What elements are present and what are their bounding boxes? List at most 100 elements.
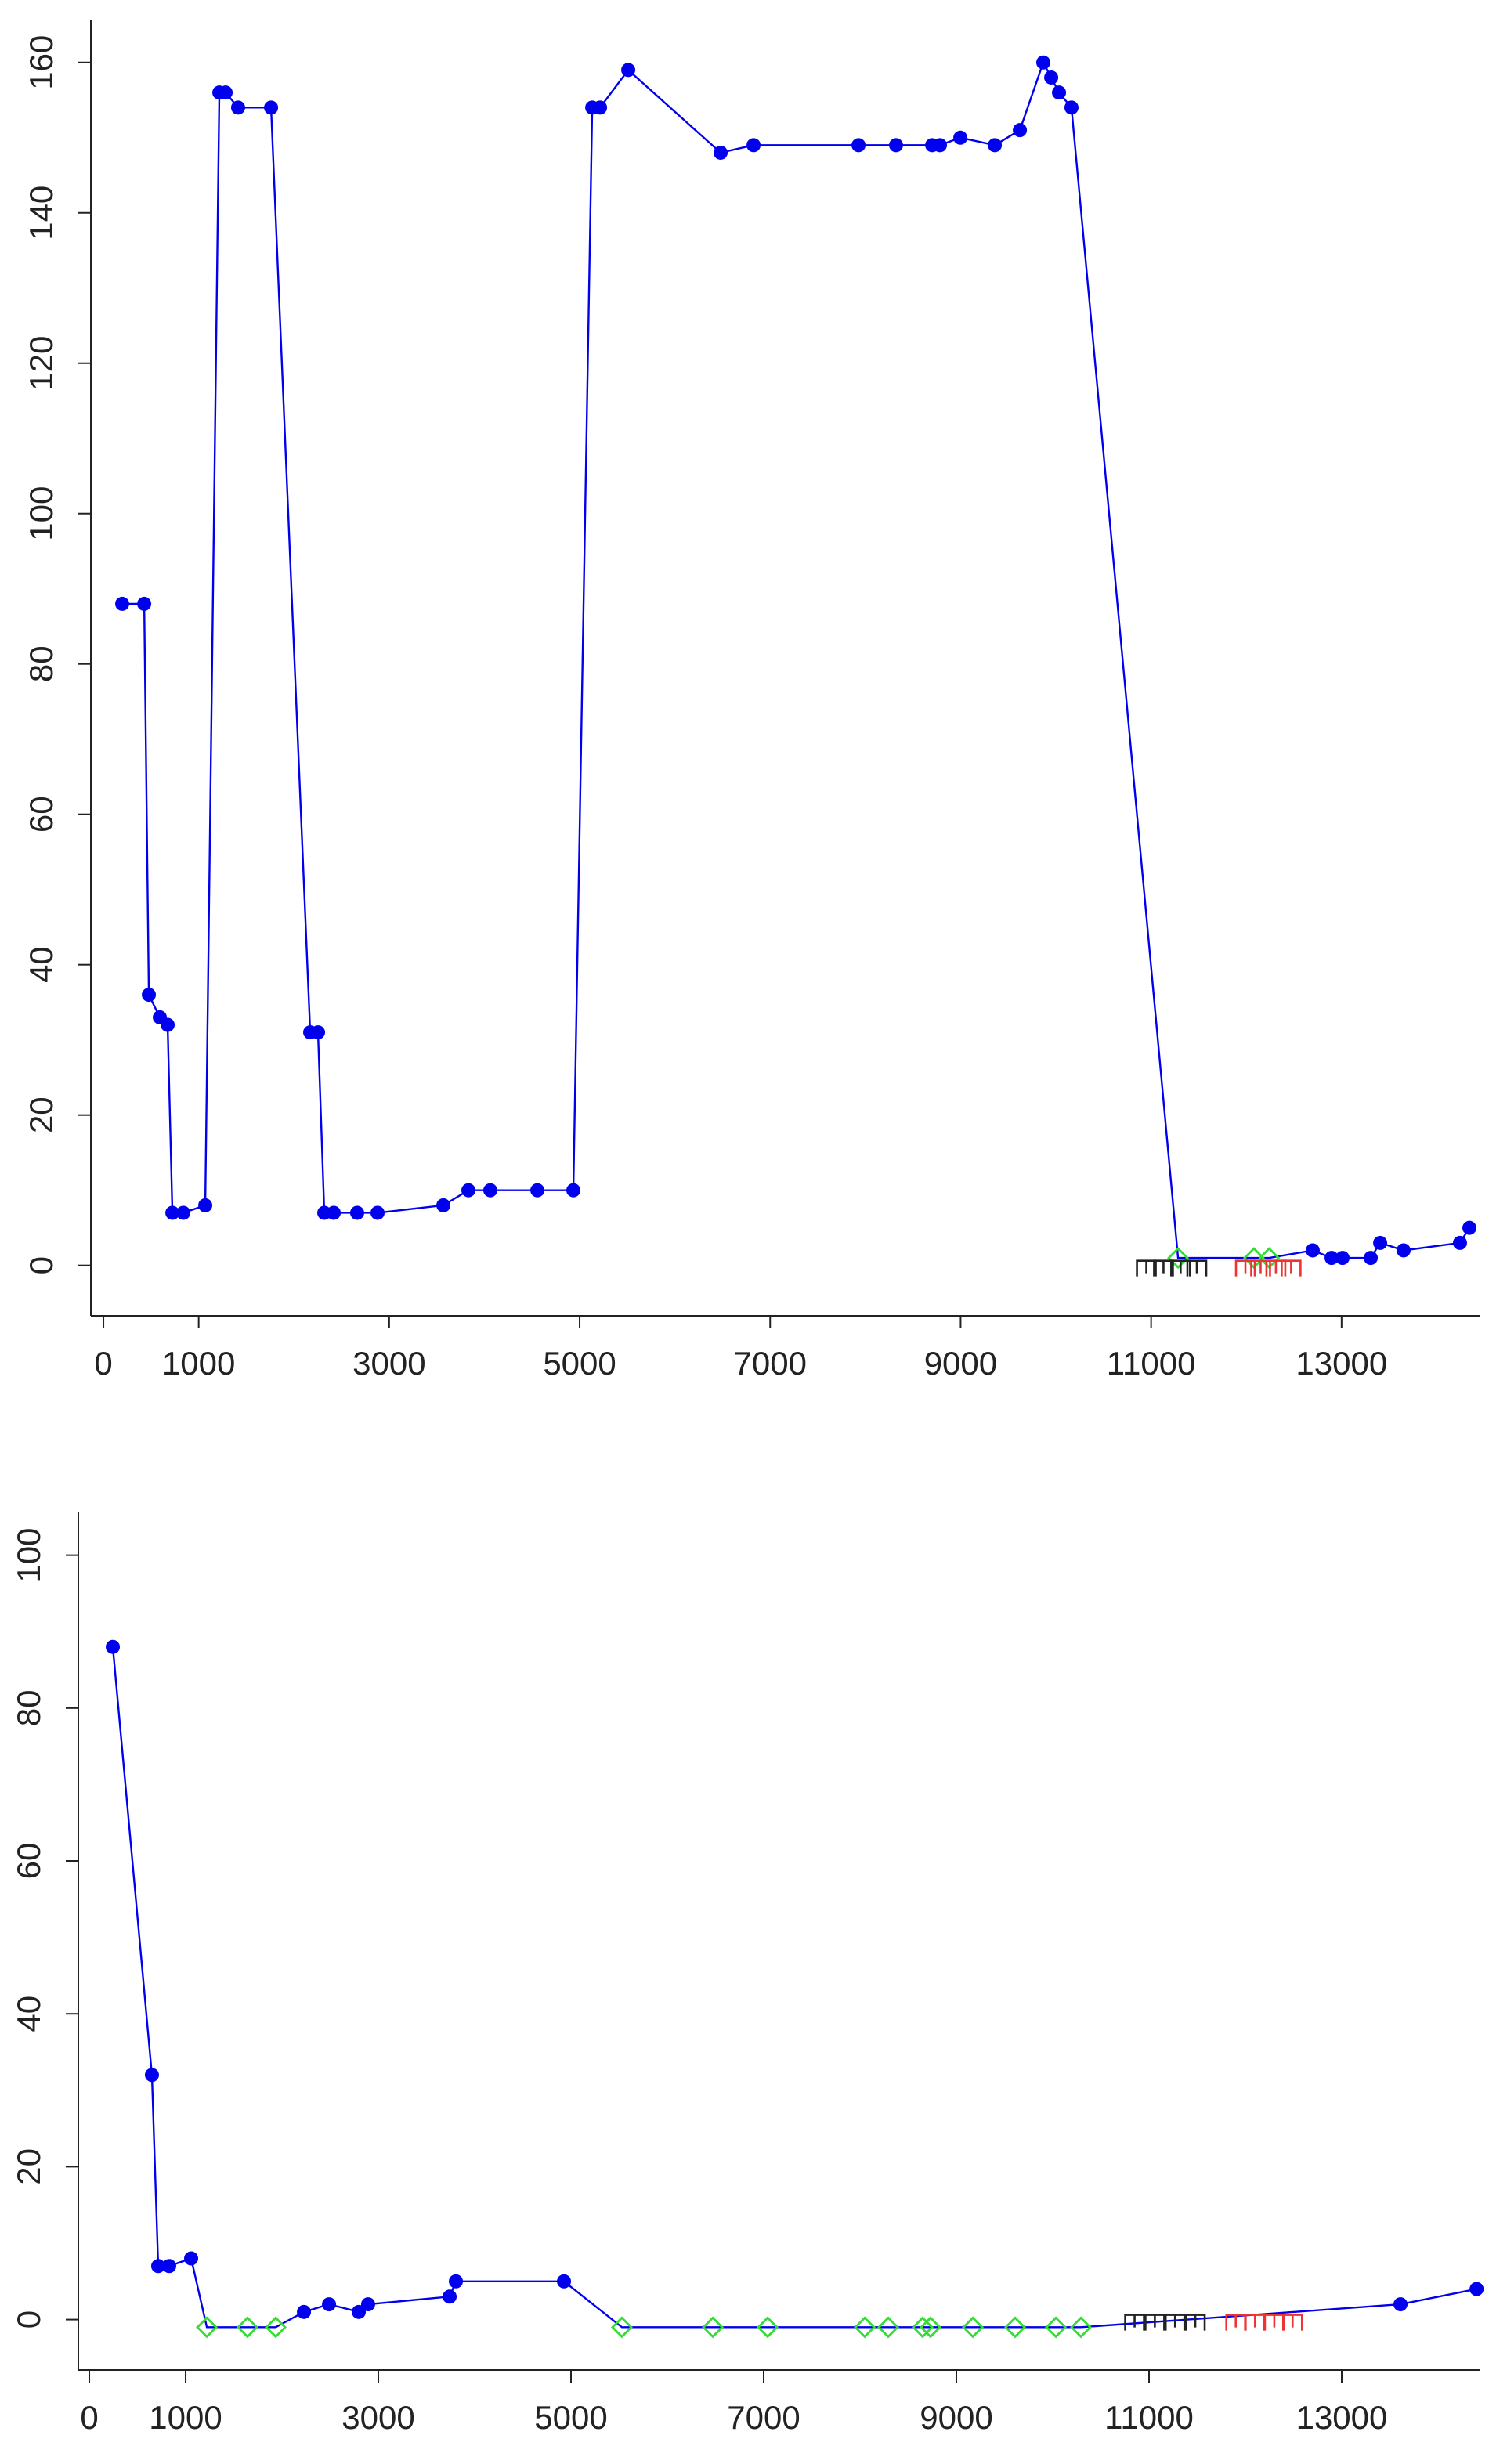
y-tick-label: 60 (23, 796, 60, 833)
glyph-point (1184, 2314, 1206, 2331)
x-tick-label: 1000 (162, 1345, 235, 1382)
glyph-point (1164, 2314, 1186, 2331)
point (327, 1205, 342, 1220)
point (1469, 2282, 1484, 2296)
x-tick-label: 0 (80, 2399, 98, 2436)
diamond-point (237, 2316, 258, 2339)
x-tick-label: 0 (94, 1345, 112, 1382)
point (230, 100, 245, 115)
point (566, 1183, 581, 1198)
point (746, 138, 761, 153)
point (988, 138, 1003, 153)
y-tick-label: 0 (10, 2310, 47, 2329)
point (115, 596, 130, 611)
x-tick-label: 11000 (1107, 1345, 1196, 1382)
point (184, 2251, 199, 2266)
diamond-point (196, 2316, 219, 2339)
glyph-point (1124, 2314, 1145, 2331)
point (443, 2289, 457, 2304)
x-tick-label: 11000 (1104, 2399, 1194, 2436)
x-tick-label: 1000 (149, 2399, 222, 2436)
point (888, 138, 903, 153)
point (165, 1205, 180, 1220)
point (1452, 1235, 1467, 1250)
y-tick-label: 100 (23, 486, 60, 541)
y-tick-label: 60 (10, 1843, 47, 1880)
x-tick-label: 3000 (342, 2399, 414, 2436)
point (150, 2259, 165, 2274)
glyph-point (1245, 2314, 1266, 2331)
point (297, 2304, 312, 2319)
point (1044, 70, 1059, 85)
glyph-point (1281, 1259, 1302, 1277)
diamond-point (702, 2316, 725, 2339)
diamond-point (757, 2316, 779, 2339)
point (593, 100, 608, 115)
point (1335, 1251, 1350, 1266)
point (1364, 1251, 1379, 1266)
diamond-point (1167, 1247, 1190, 1270)
y-tick-label: 120 (23, 336, 60, 391)
point (1396, 1243, 1411, 1258)
glyph-point (1153, 1259, 1174, 1277)
point (1064, 100, 1079, 115)
point (142, 988, 157, 1003)
x-tick-label: 7000 (734, 1345, 807, 1382)
glyph-point (1281, 2314, 1303, 2331)
x-tick-label: 5000 (543, 1345, 616, 1382)
point (370, 1205, 385, 1220)
y-tick-label: 100 (10, 1528, 47, 1583)
glyph-point (1170, 1259, 1191, 1277)
y-tick-label: 40 (10, 1996, 47, 2032)
point (137, 596, 152, 611)
point (322, 2297, 337, 2312)
glyph-point (1186, 1259, 1208, 1277)
series-line (111, 1646, 1477, 2329)
diamond-point (877, 2316, 900, 2339)
point (1393, 2297, 1408, 2312)
diamond-point (1045, 2316, 1068, 2339)
glyph-point (1263, 2314, 1285, 2331)
diamond-point (610, 2316, 633, 2339)
y-tick-label: 40 (23, 946, 60, 983)
point (557, 2274, 572, 2289)
x-tick-label: 9000 (920, 2399, 992, 2436)
glyph-point (1250, 1259, 1271, 1277)
point (352, 2304, 367, 2319)
glyph-point (1234, 1259, 1256, 1277)
y-tick-label: 20 (10, 2148, 47, 2185)
point (449, 2274, 464, 2289)
point (851, 138, 866, 153)
point (219, 85, 233, 100)
point (530, 1183, 545, 1198)
point (176, 1205, 191, 1220)
point (621, 63, 636, 78)
y-tick-label: 80 (23, 645, 60, 682)
point (161, 2259, 176, 2274)
point (198, 1198, 213, 1212)
point (436, 1198, 451, 1212)
point (1052, 85, 1067, 100)
x-tick-label: 7000 (727, 2399, 800, 2436)
point (349, 1205, 364, 1220)
glyph-point (1144, 2314, 1165, 2331)
point (1013, 123, 1028, 138)
diamond-point (962, 2316, 985, 2339)
y-tick-label: 140 (23, 186, 60, 240)
diamond-point (854, 2316, 876, 2339)
diamond-point (1004, 2316, 1027, 2339)
y-tick-label: 160 (23, 35, 60, 90)
point (461, 1183, 476, 1198)
point (1373, 1235, 1388, 1250)
point (311, 1025, 326, 1040)
point (1305, 1243, 1320, 1258)
x-tick-label: 3000 (352, 1345, 425, 1382)
point (144, 2068, 159, 2083)
point (106, 1639, 121, 1654)
point (933, 138, 948, 153)
point (360, 2297, 375, 2312)
point (714, 145, 728, 160)
diamond-point (911, 2316, 934, 2339)
x-tick-label: 13000 (1296, 2399, 1388, 2436)
